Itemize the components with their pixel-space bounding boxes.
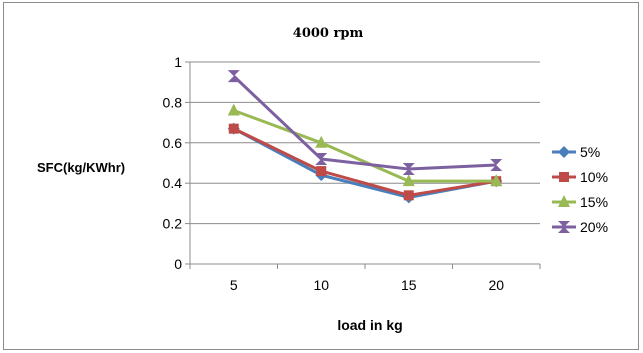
- x-tick-label: 5: [230, 277, 238, 293]
- legend-label: 10%: [580, 169, 608, 185]
- data-point: [402, 174, 415, 187]
- legend-marker: [558, 195, 570, 207]
- series-line-1: [233, 127, 497, 197]
- data-point: [490, 174, 503, 187]
- legend-marker: [558, 146, 570, 158]
- data-point: [315, 152, 328, 165]
- series-line-3: [232, 75, 497, 171]
- x-tick-label: 10: [313, 277, 329, 293]
- legend-label: 15%: [580, 194, 608, 210]
- y-tick-label: 0.6: [163, 135, 183, 151]
- legend-item: 20%: [552, 219, 608, 235]
- legend-item: 15%: [552, 194, 608, 210]
- y-tick-label: 1: [174, 54, 182, 70]
- y-tick-label: 0.8: [163, 94, 183, 110]
- legend-item: 5%: [552, 144, 600, 160]
- y-tick-label: 0.2: [163, 216, 183, 232]
- y-tick-label: 0.4: [163, 175, 183, 191]
- series-line-2: [233, 109, 497, 183]
- data-point: [402, 163, 415, 176]
- legend-label: 20%: [580, 219, 608, 235]
- legend-item: 10%: [552, 169, 608, 185]
- data-point: [315, 135, 328, 148]
- y-axis-label: SFC(kg/KWhr): [37, 160, 125, 175]
- data-point: [403, 190, 414, 201]
- data-point: [316, 166, 327, 177]
- chart-title: 4000 rpm: [293, 26, 364, 41]
- legend-marker: [559, 172, 569, 182]
- data-point: [228, 123, 239, 134]
- legend-marker: [558, 221, 570, 233]
- y-tick-label: 0: [174, 256, 182, 272]
- x-tick-label: 20: [488, 277, 504, 293]
- data-point: [490, 159, 503, 172]
- data-point: [227, 70, 240, 83]
- x-axis-label: load in kg: [337, 317, 402, 333]
- x-tick-label: 15: [401, 277, 417, 293]
- data-point: [227, 103, 240, 116]
- legend-label: 5%: [580, 144, 600, 160]
